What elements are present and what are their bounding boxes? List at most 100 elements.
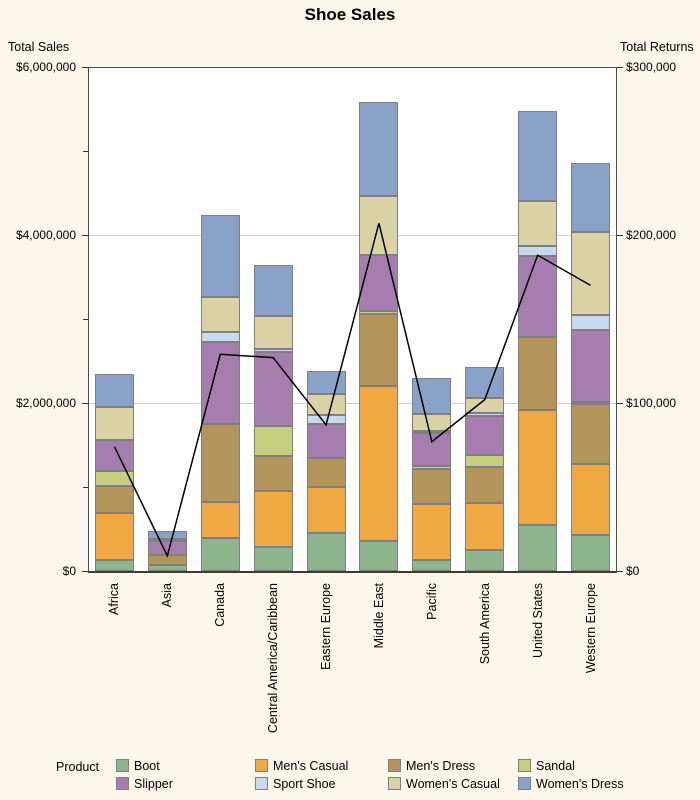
- bar-segment: [359, 311, 398, 314]
- legend-title: Product: [56, 760, 100, 774]
- bar-segment: [412, 469, 451, 504]
- x-axis-label: Canada: [213, 583, 227, 627]
- bar-segment: [571, 232, 610, 315]
- bar-segment: [412, 431, 451, 433]
- bar-segment: [359, 386, 398, 541]
- bar-segment: [412, 504, 451, 560]
- bar-segment: [307, 533, 346, 571]
- bar-segment: [571, 402, 610, 404]
- x-axis-label: Middle East: [372, 583, 386, 649]
- legend-item-label: Slipper: [134, 777, 173, 791]
- bar-segment: [465, 467, 504, 503]
- bar-segment: [95, 560, 134, 571]
- bar-segment: [571, 464, 610, 535]
- legend-swatch-women-s-casual: [388, 777, 401, 790]
- legend-item-label: Men's Dress: [406, 759, 476, 773]
- legend-item-label: Women's Casual: [406, 777, 500, 791]
- bar-segment: [465, 367, 504, 398]
- bar-segment: [201, 424, 240, 502]
- x-axis-label: South America: [478, 583, 492, 665]
- returns-line: [113, 223, 591, 559]
- x-axis-label: Western Europe: [584, 583, 598, 674]
- bar-segment: [254, 349, 293, 352]
- bar-segment: [518, 525, 557, 571]
- x-axis-label: United States: [531, 583, 545, 659]
- bar-segment: [518, 111, 557, 201]
- bar-segment: [254, 456, 293, 491]
- left-axis-tick: [82, 67, 88, 68]
- bar-segment: [95, 471, 134, 486]
- legend-swatch-slipper: [116, 777, 129, 790]
- bar-segment: [201, 502, 240, 538]
- gridline: [89, 403, 616, 404]
- bar-segment: [412, 560, 451, 571]
- bar-segment: [465, 503, 504, 550]
- right-axis-tick: [617, 403, 623, 404]
- legend-swatch-sport-shoe: [255, 777, 268, 790]
- gridline: [89, 235, 616, 236]
- right-axis-tick-label: $200,000: [626, 228, 677, 242]
- bar-segment: [307, 394, 346, 415]
- x-axis-label: Africa: [107, 583, 121, 615]
- bar-segment: [571, 315, 610, 330]
- legend-item-label: Sandal: [536, 759, 575, 773]
- bar-segment: [571, 535, 610, 571]
- bar-segment: [95, 374, 134, 407]
- bar-segment: [201, 297, 240, 332]
- left-axis-title: Total Sales: [8, 40, 70, 54]
- bar-segment: [359, 102, 398, 196]
- x-axis-label: Pacific: [425, 583, 439, 620]
- bar-segment: [148, 539, 187, 541]
- bar-segment: [359, 255, 398, 311]
- bar-segment: [359, 314, 398, 386]
- bar-segment: [412, 414, 451, 431]
- left-axis-tick-label: $2,000,000: [15, 396, 76, 410]
- right-axis-tick: [617, 235, 623, 236]
- bar-segment: [95, 486, 134, 513]
- left-axis-tick: [82, 403, 88, 404]
- left-axis-tick-label: $4,000,000: [15, 228, 76, 242]
- right-axis-title: Total Returns: [620, 40, 694, 54]
- chart-title: Shoe Sales: [304, 5, 396, 24]
- bar-segment: [201, 215, 240, 297]
- x-axis-label: Central America/Caribbean: [266, 583, 280, 734]
- left-axis-tick: [82, 571, 88, 572]
- bar-segment: [254, 265, 293, 316]
- left-axis-tick-label: $6,000,000: [15, 60, 76, 74]
- legend-swatch-men-s-dress: [388, 759, 401, 772]
- x-axis-label: Asia: [160, 583, 174, 608]
- right-axis-tick: [617, 67, 623, 68]
- bar-segment: [254, 352, 293, 426]
- bar-segment: [412, 466, 451, 469]
- bar-segment: [148, 531, 187, 539]
- legend-item-label: Men's Casual: [273, 759, 349, 773]
- bar-segment: [359, 541, 398, 571]
- bar-segment: [571, 330, 610, 402]
- bar-segment: [201, 332, 240, 342]
- right-axis-tick-label: $300,000: [626, 60, 677, 74]
- bar-segment: [307, 487, 346, 533]
- bar-segment: [518, 201, 557, 246]
- legend-swatch-boot: [116, 759, 129, 772]
- bar-segment: [254, 426, 293, 456]
- legend-item-label: Boot: [134, 759, 160, 773]
- legend-swatch-women-s-dress: [518, 777, 531, 790]
- bar-segment: [95, 513, 134, 560]
- bar-segment: [465, 550, 504, 571]
- bar-segment: [412, 433, 451, 466]
- bar-segment: [307, 458, 346, 487]
- bar-segment: [571, 163, 610, 232]
- bar-segment: [571, 404, 610, 464]
- bar-segment: [254, 491, 293, 547]
- legend-swatch-sandal: [518, 759, 531, 772]
- legend-item-label: Sport Shoe: [273, 777, 336, 791]
- bar-segment: [518, 256, 557, 337]
- right-axis-tick-label: $0: [626, 564, 640, 578]
- left-axis-tick: [82, 235, 88, 236]
- bar-segment: [254, 316, 293, 349]
- legend-swatch-men-s-casual: [255, 759, 268, 772]
- legend-item-label: Women's Dress: [536, 777, 624, 791]
- x-axis-label: Eastern Europe: [319, 583, 333, 670]
